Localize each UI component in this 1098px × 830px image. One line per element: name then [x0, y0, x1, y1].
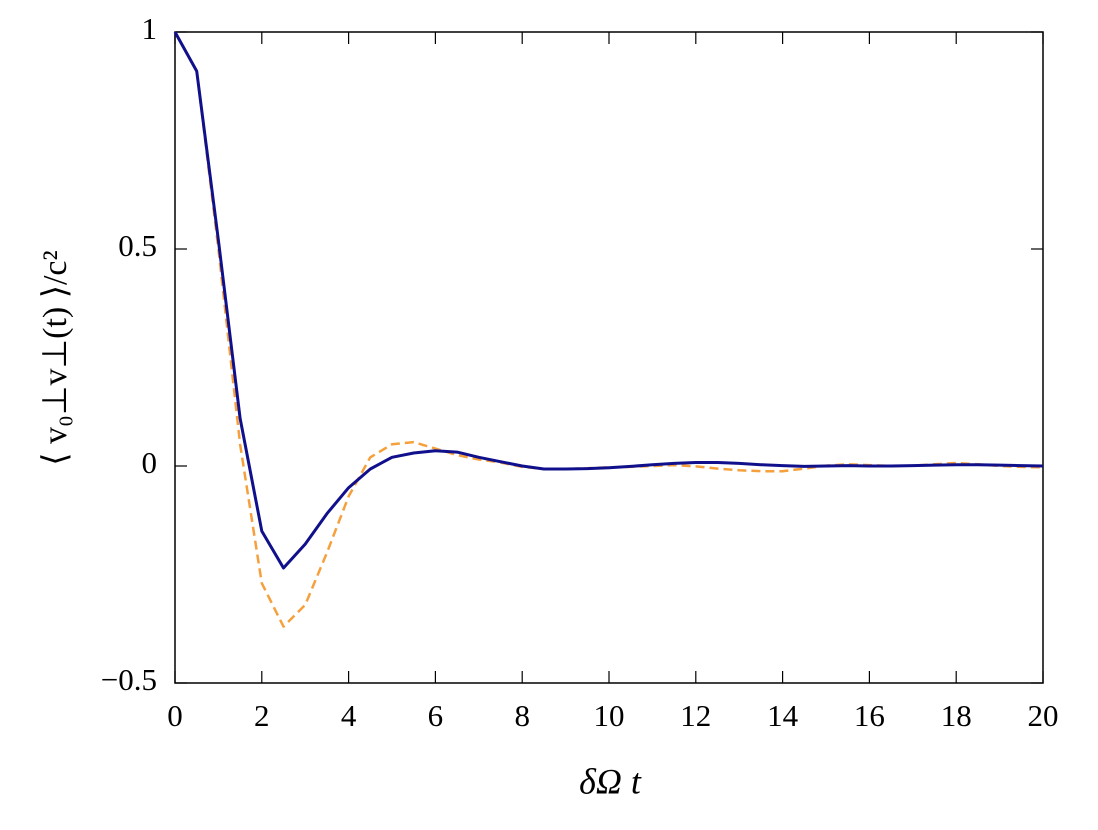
plot-frame [174, 31, 1044, 684]
x-tick-label: 20 [1028, 698, 1059, 733]
x-tick-label: 8 [514, 698, 530, 733]
x-tick-label: 12 [680, 698, 711, 733]
x-tick-label: 6 [428, 698, 444, 733]
x-tick-label: 18 [941, 698, 972, 733]
x-tick-label: 16 [854, 698, 885, 733]
y-tick-label: 0 [142, 445, 158, 480]
x-tick-label: 4 [341, 698, 357, 733]
x-tick-label: 0 [167, 698, 183, 733]
y-tick-label: 1 [142, 11, 158, 46]
x-tick-label: 2 [254, 698, 270, 733]
data-line [173, 31, 1044, 570]
x-axis-label: δΩ t [579, 761, 642, 801]
y-tick-label: 0.5 [118, 228, 157, 263]
x-tick-label: 14 [767, 698, 799, 733]
data-line [173, 31, 1044, 628]
y-axis-label: ⟨ v₀⊥v⊥(t) ⟩/c² [37, 250, 74, 465]
x-tick-label: 10 [594, 698, 625, 733]
y-tick-label: −0.5 [101, 662, 157, 697]
